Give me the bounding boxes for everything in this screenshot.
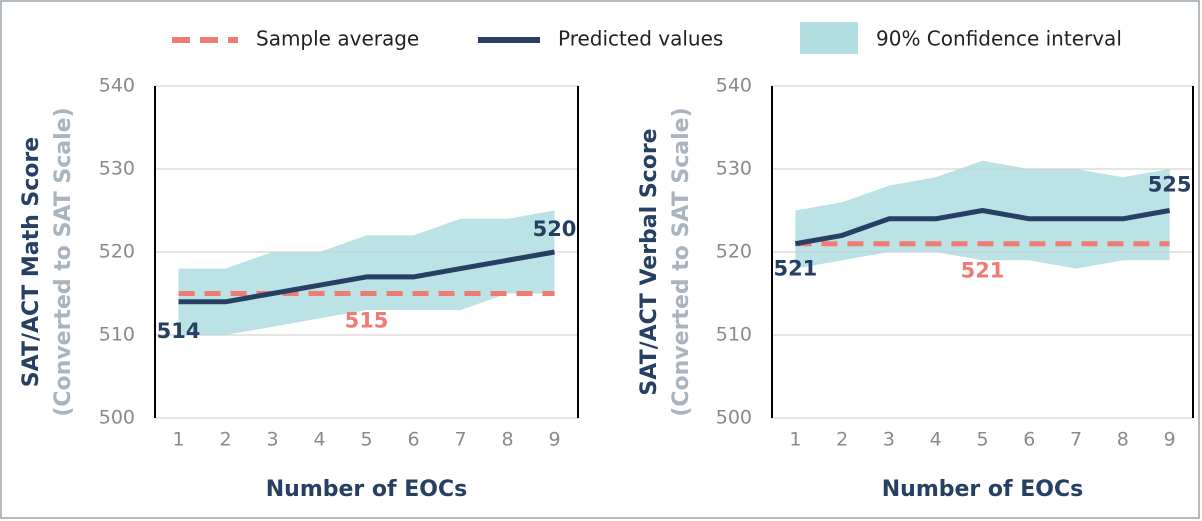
x-tick-label: 6 (1023, 429, 1035, 451)
x-tick-label: 7 (1070, 429, 1082, 451)
x-tick-label: 3 (266, 429, 278, 451)
legend-label: Sample average (256, 27, 419, 51)
value-label: 521 (961, 259, 1005, 283)
x-tick-label: 9 (548, 429, 560, 451)
value-label: 525 (1148, 173, 1192, 197)
y-tick-label: 500 (99, 407, 135, 429)
x-tick-label: 4 (930, 429, 942, 451)
legend-label: 90% Confidence interval (876, 27, 1122, 51)
x-tick-label: 6 (407, 429, 419, 451)
x-tick-label: 2 (836, 429, 848, 451)
x-tick-label: 9 (1164, 429, 1176, 451)
value-label: 521 (773, 257, 817, 281)
y-axis-subtitle: (Converted to SAT Scale) (669, 107, 694, 416)
x-tick-label: 1 (789, 429, 801, 451)
value-label: 515 (345, 309, 389, 333)
y-tick-label: 530 (716, 158, 752, 180)
y-tick-label: 540 (99, 75, 135, 97)
x-axis-title: Number of EOCs (266, 477, 468, 502)
y-axis-subtitle: (Converted to SAT Scale) (51, 107, 76, 416)
value-label: 514 (157, 319, 201, 343)
x-tick-label: 5 (976, 429, 988, 451)
x-axis-title: Number of EOCs (882, 477, 1084, 502)
y-tick-label: 510 (716, 324, 752, 346)
x-tick-label: 5 (360, 429, 372, 451)
legend-swatch (800, 22, 858, 54)
prediction-line (794, 208, 1171, 247)
x-tick-label: 8 (1117, 429, 1129, 451)
y-axis-title: SAT/ACT Math Score (19, 137, 44, 387)
legend-label: Predicted values (558, 27, 723, 51)
y-tick-label: 530 (99, 158, 135, 180)
x-tick-label: 2 (219, 429, 231, 451)
y-tick-label: 520 (99, 241, 135, 263)
confidence-band (178, 210, 555, 335)
y-tick-label: 510 (99, 324, 135, 346)
y-tick-label: 500 (716, 407, 752, 429)
value-label: 520 (533, 217, 577, 241)
x-tick-label: 3 (883, 429, 895, 451)
x-tick-label: 7 (454, 429, 466, 451)
x-tick-label: 8 (501, 429, 513, 451)
x-tick-label: 1 (172, 429, 184, 451)
prediction-line (178, 249, 555, 305)
y-axis-title: SAT/ACT Verbal Score (637, 128, 662, 395)
y-tick-label: 520 (716, 241, 752, 263)
y-tick-label: 540 (716, 75, 752, 97)
x-tick-label: 4 (313, 429, 325, 451)
